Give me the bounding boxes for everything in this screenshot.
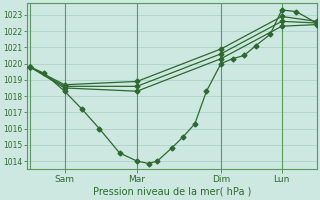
X-axis label: Pression niveau de la mer( hPa ): Pression niveau de la mer( hPa ) — [92, 187, 251, 197]
